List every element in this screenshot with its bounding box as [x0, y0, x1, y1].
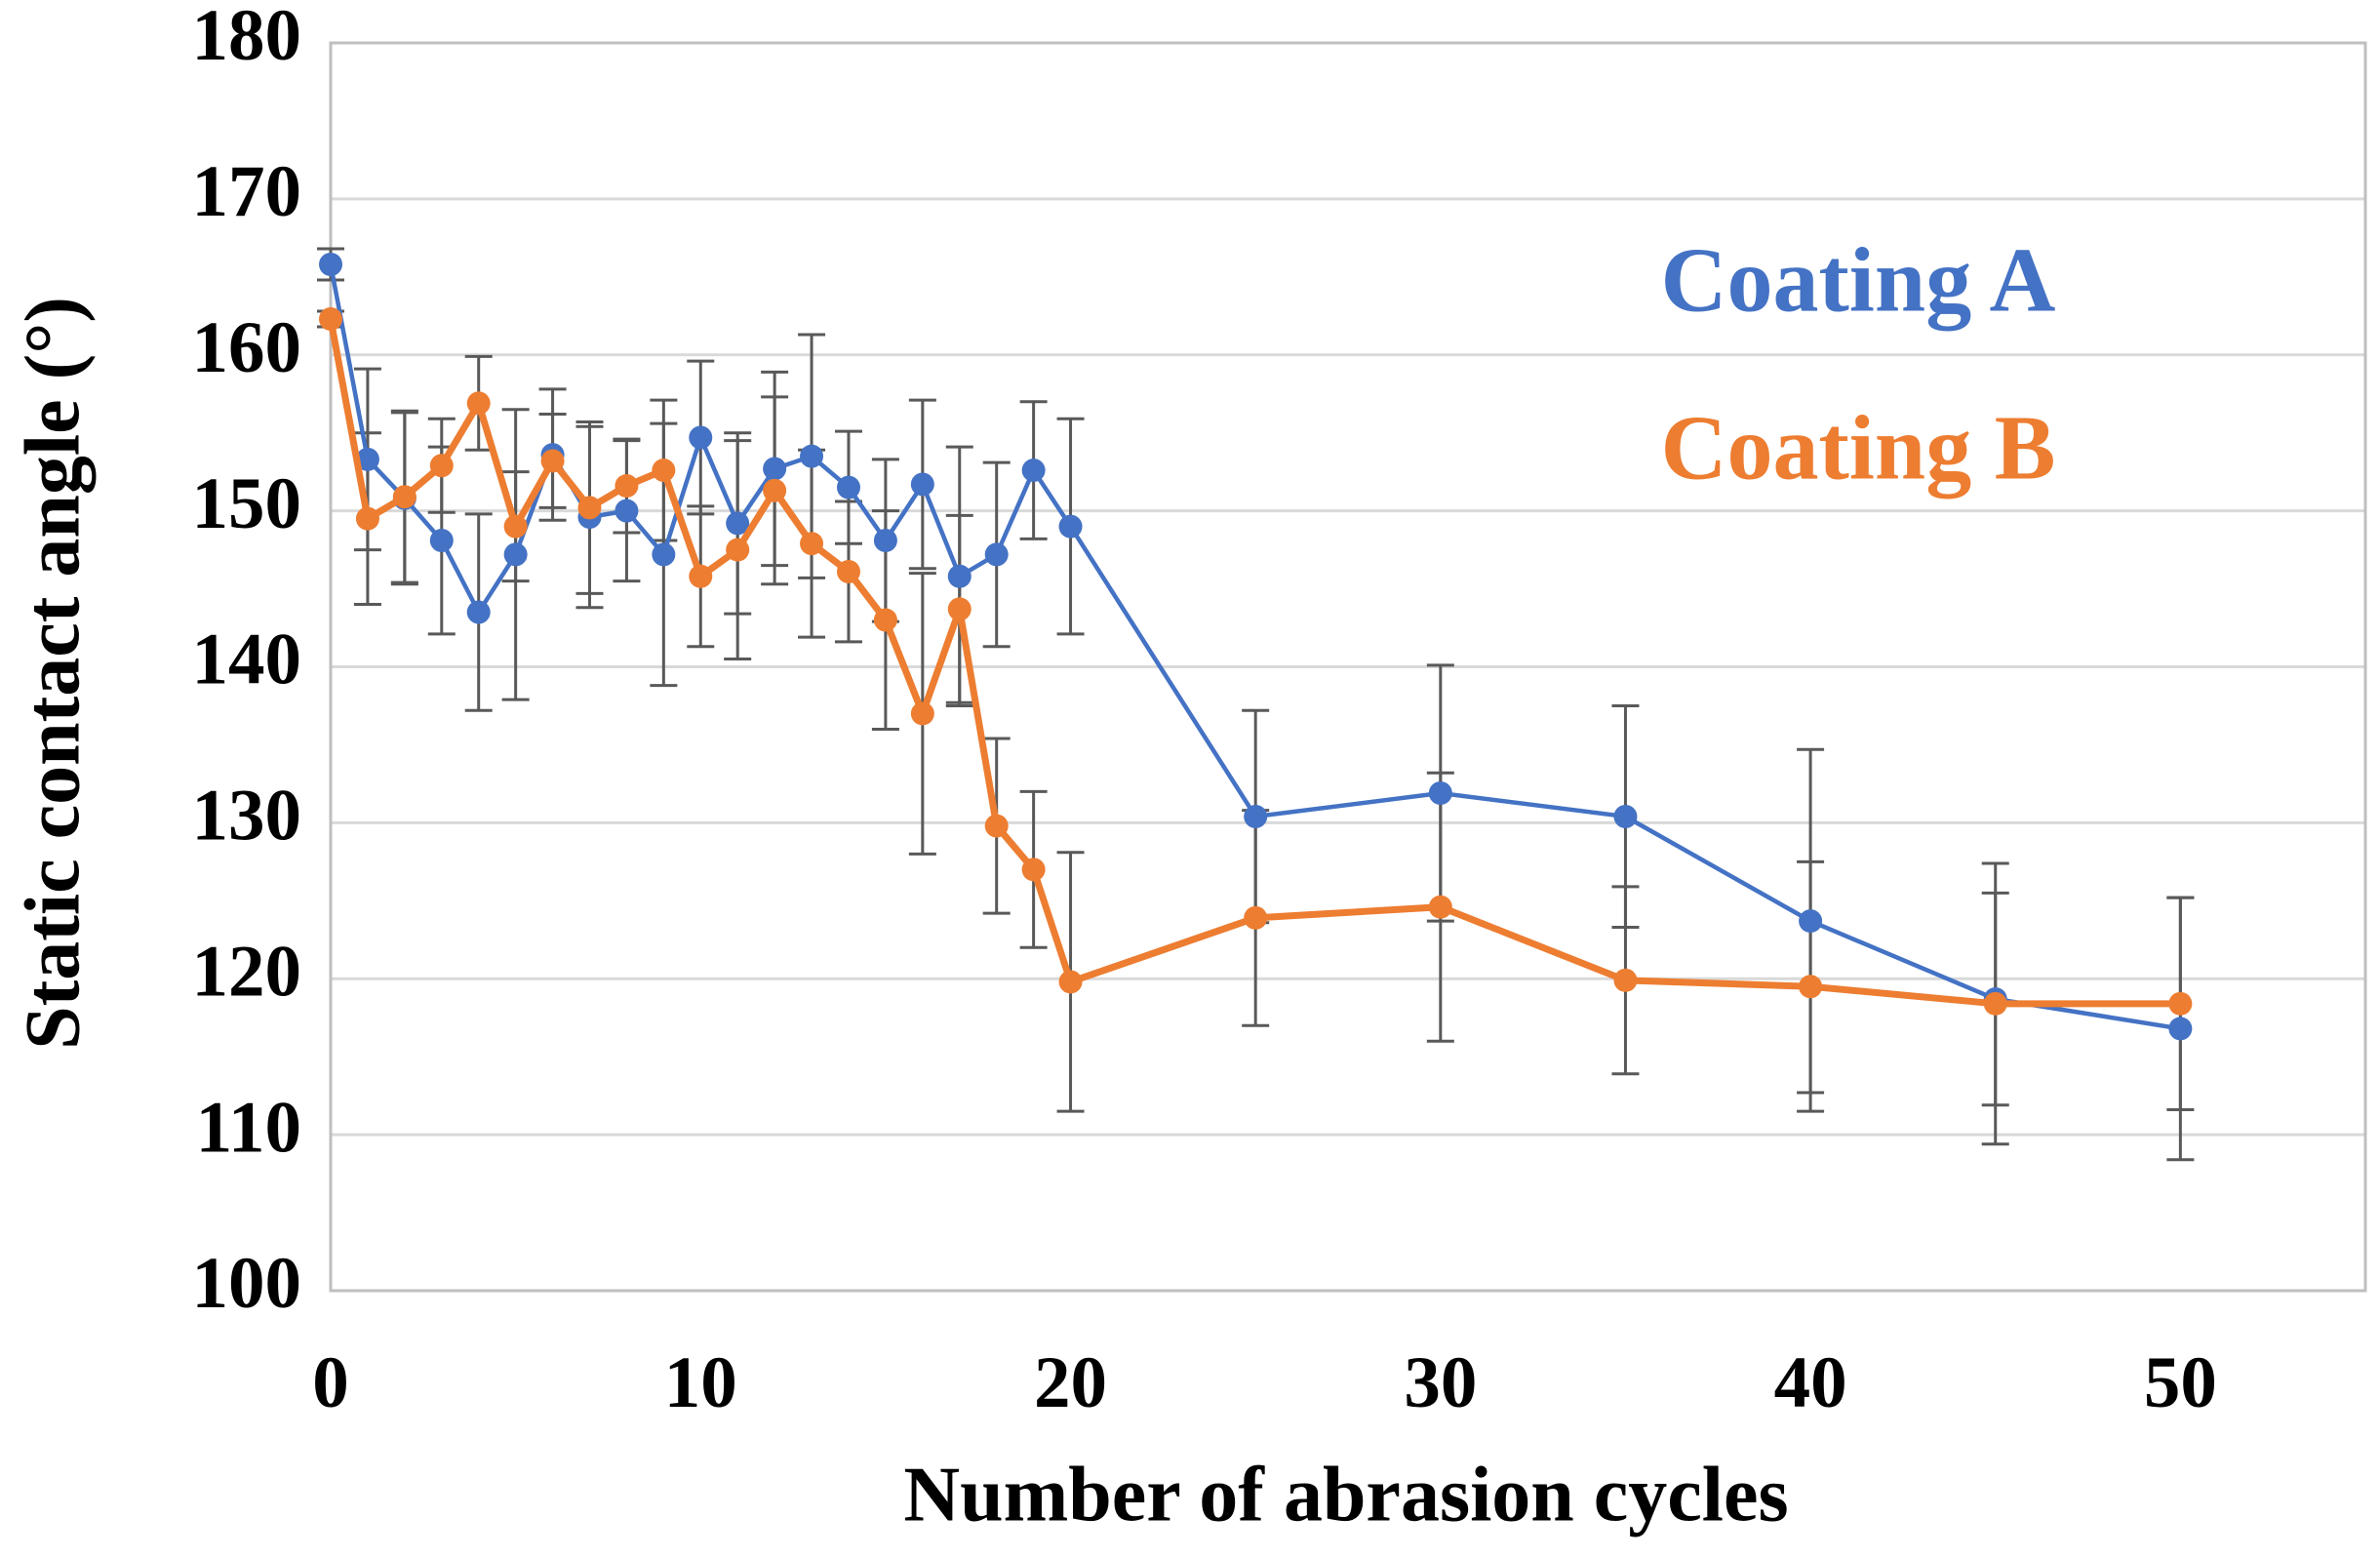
point [355, 447, 379, 471]
point [947, 564, 972, 588]
point [652, 459, 676, 483]
point [910, 701, 934, 726]
point [984, 542, 1009, 567]
point [947, 597, 972, 621]
y-tick-label: 180 [192, 0, 302, 76]
point [355, 506, 379, 531]
point [763, 457, 787, 481]
point [984, 814, 1009, 838]
point [2168, 1017, 2193, 1041]
point [1058, 970, 1083, 994]
x-tick-label: 10 [664, 1342, 737, 1423]
point [577, 496, 602, 520]
point [615, 499, 639, 523]
point [652, 542, 676, 567]
x-tick-label: 40 [1774, 1342, 1847, 1423]
point [1799, 975, 1823, 999]
point [726, 511, 750, 536]
point [763, 478, 787, 502]
x-axis-title: Number of abrasion cycles [903, 1452, 1788, 1537]
point [873, 529, 897, 553]
point [503, 542, 528, 567]
y-tick-label: 130 [192, 776, 302, 857]
y-tick-label: 100 [192, 1243, 302, 1324]
point [1244, 905, 1268, 930]
point [466, 391, 491, 416]
point [429, 529, 454, 553]
point [800, 532, 824, 556]
point [1021, 459, 1046, 483]
point [689, 425, 713, 450]
point [1613, 968, 1638, 992]
point [1799, 909, 1823, 934]
y-tick-label: 140 [192, 619, 302, 700]
point [1058, 514, 1083, 539]
point [1613, 804, 1638, 828]
plot-frame [329, 41, 2367, 1293]
y-tick-label: 170 [192, 151, 302, 232]
y-tick-label: 160 [192, 307, 302, 388]
x-tick-label: 0 [312, 1342, 349, 1423]
point [873, 608, 897, 632]
y-tick-label: 110 [196, 1087, 301, 1168]
point [726, 538, 750, 562]
point [836, 475, 860, 499]
point [689, 564, 713, 588]
point [319, 306, 342, 331]
x-tick-label: 20 [1034, 1342, 1107, 1423]
point [615, 474, 639, 499]
point [503, 514, 528, 539]
point [1428, 780, 1452, 805]
y-axis-title: Static contact angle (°) [10, 297, 96, 1050]
point [1021, 858, 1046, 882]
point [800, 444, 824, 468]
y-tick-label: 150 [192, 463, 302, 544]
x-tick-label: 50 [2144, 1342, 2217, 1423]
point [836, 559, 860, 583]
point [1983, 991, 2007, 1016]
point [910, 472, 934, 497]
point [540, 449, 565, 473]
point [466, 600, 491, 624]
point [1428, 895, 1452, 919]
x-tick-label: 30 [1404, 1342, 1477, 1423]
point [2168, 991, 2193, 1016]
point [429, 454, 454, 478]
legend-entry: Coating A [1661, 230, 2056, 332]
legend-entry: Coating B [1661, 398, 2056, 499]
y-tick-label: 120 [192, 931, 302, 1012]
point [319, 253, 342, 277]
point [392, 485, 416, 509]
point [1244, 804, 1268, 828]
